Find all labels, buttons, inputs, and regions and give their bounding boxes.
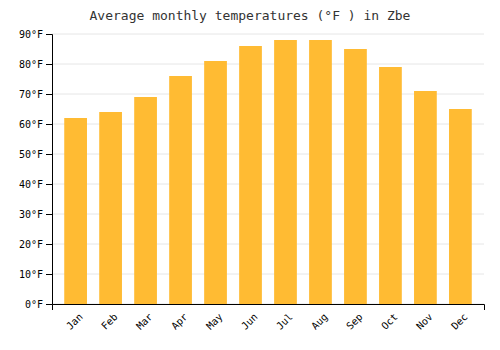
tick: May bbox=[204, 311, 225, 332]
chart: Average monthly temperatures (°F ) in Zb… bbox=[0, 0, 500, 350]
tick-label: Jul bbox=[274, 311, 295, 332]
tick-label: 20°F bbox=[19, 239, 43, 250]
tick-label: Jan bbox=[64, 311, 85, 332]
bar bbox=[64, 118, 87, 304]
bars bbox=[64, 40, 472, 304]
tick-label: Oct bbox=[379, 311, 400, 332]
tick: Apr bbox=[169, 311, 190, 332]
tick-label: 50°F bbox=[19, 149, 43, 160]
bar bbox=[379, 67, 402, 304]
tick: 40°F bbox=[19, 179, 52, 190]
bar bbox=[134, 97, 157, 304]
tick-label: 60°F bbox=[19, 119, 43, 130]
tick-mark bbox=[46, 214, 52, 215]
tick-label: 80°F bbox=[19, 59, 43, 70]
grid bbox=[52, 34, 484, 304]
tick: 70°F bbox=[19, 89, 52, 100]
tick: Feb bbox=[99, 311, 120, 332]
tick: Jun bbox=[239, 311, 260, 332]
tick-mark bbox=[46, 274, 52, 275]
tick: 80°F bbox=[19, 59, 52, 70]
bar bbox=[169, 76, 192, 304]
tick: 20°F bbox=[19, 239, 52, 250]
tick-mark bbox=[46, 304, 52, 305]
tick-mark bbox=[46, 154, 52, 155]
tick: 90°F bbox=[19, 29, 52, 40]
tick: 10°F bbox=[19, 269, 52, 280]
tick-label: 30°F bbox=[19, 209, 43, 220]
plot: 0°F 10°F 20°F 30°F 40°F 50°F 60°F 70°F 80°F 90°F J… bbox=[19, 29, 485, 332]
bar bbox=[309, 40, 332, 304]
tick-label: Sep bbox=[344, 311, 365, 332]
tick-mark bbox=[46, 244, 52, 245]
tick-label: 10°F bbox=[19, 269, 43, 280]
tick: 30°F bbox=[19, 209, 52, 220]
tick: Oct bbox=[379, 311, 400, 332]
tick-label: 70°F bbox=[19, 89, 43, 100]
tick: 0°F bbox=[25, 299, 52, 310]
bar bbox=[449, 109, 472, 304]
tick-label: Jun bbox=[239, 311, 260, 332]
tick-label: Mar bbox=[134, 311, 155, 332]
title: Average monthly temperatures (°F ) in Zb… bbox=[90, 8, 411, 23]
grid-line bbox=[52, 34, 484, 35]
bar bbox=[204, 61, 227, 304]
tick-label: Dec bbox=[449, 311, 470, 332]
tick-label: 90°F bbox=[19, 29, 43, 40]
tick: 50°F bbox=[19, 149, 52, 160]
bar bbox=[414, 91, 437, 304]
bar bbox=[344, 49, 367, 304]
tick-label: Aug bbox=[309, 311, 330, 332]
tick-mark bbox=[46, 184, 52, 185]
tick: 60°F bbox=[19, 119, 52, 130]
tick: Mar bbox=[134, 311, 155, 332]
tick-label: 40°F bbox=[19, 179, 43, 190]
grid-line bbox=[52, 64, 484, 65]
x-axis: Jan Feb Mar Apr May Jun Jul Aug Sep Oct Nov Dec bbox=[53, 305, 485, 332]
bar bbox=[99, 112, 122, 304]
y-axis: 0°F 10°F 20°F 30°F 40°F 50°F 60°F 70°F 80°F 90°F bbox=[19, 29, 53, 310]
tick: Sep bbox=[344, 311, 365, 332]
tick-label: Apr bbox=[169, 311, 190, 332]
tick: Jan bbox=[64, 311, 85, 332]
tick-mark bbox=[46, 94, 52, 95]
tick-label: May bbox=[204, 311, 225, 332]
tick-mark bbox=[46, 34, 52, 35]
tick-mark bbox=[46, 124, 52, 125]
tick: Jul bbox=[274, 311, 295, 332]
tick: Dec bbox=[449, 311, 470, 332]
axis-line bbox=[53, 305, 485, 311]
tick: Aug bbox=[309, 311, 330, 332]
tick-label: Nov bbox=[414, 311, 435, 332]
tick-label: 0°F bbox=[25, 299, 43, 310]
tick-mark bbox=[46, 64, 52, 65]
tick-label: Feb bbox=[99, 311, 120, 332]
bar bbox=[274, 40, 297, 304]
tick: Nov bbox=[414, 311, 435, 332]
axis-line bbox=[46, 35, 53, 305]
bar bbox=[239, 46, 262, 304]
